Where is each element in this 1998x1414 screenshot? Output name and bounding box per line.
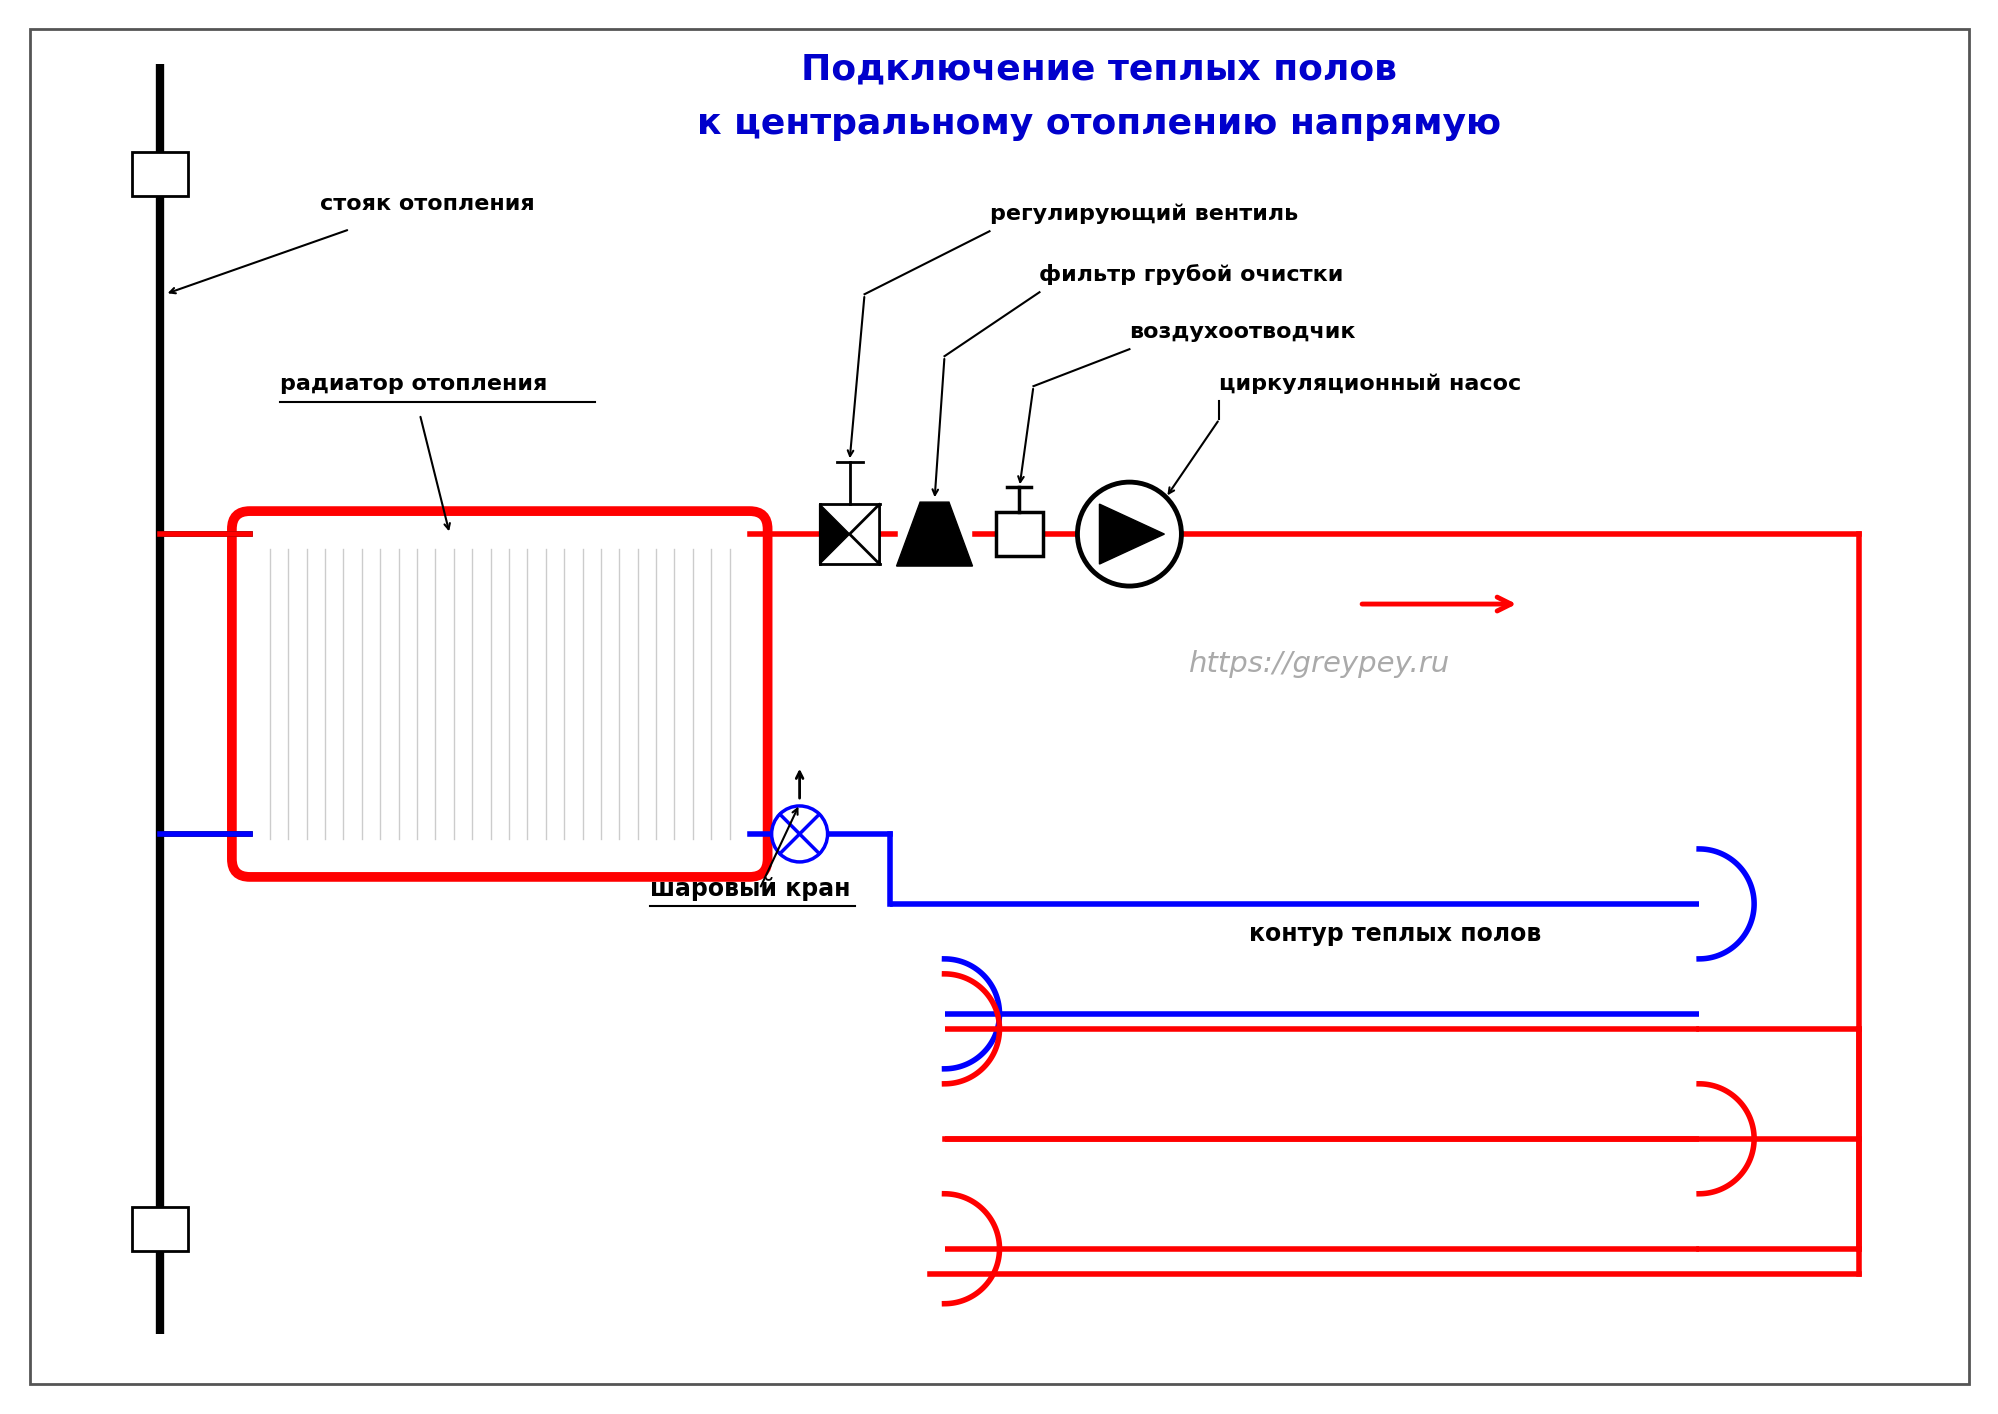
Polygon shape (819, 505, 849, 564)
Circle shape (1077, 482, 1181, 585)
Text: фильтр грубой очистки: фильтр грубой очистки (1039, 264, 1343, 284)
FancyBboxPatch shape (132, 1206, 188, 1251)
Text: радиатор отопления: радиатор отопления (280, 375, 547, 395)
Text: к центральному отоплению напрямую: к центральному отоплению напрямую (697, 107, 1500, 141)
Text: воздухоотводчик: воздухоотводчик (1129, 322, 1355, 342)
Polygon shape (849, 505, 879, 564)
Text: циркуляционный насос: циркуляционный насос (1219, 373, 1520, 395)
FancyBboxPatch shape (995, 512, 1043, 556)
Text: https://greypey.ru: https://greypey.ru (1189, 650, 1449, 679)
Circle shape (771, 806, 827, 863)
Text: регулирующий вентиль: регулирующий вентиль (989, 204, 1297, 225)
Text: контур теплых полов: контур теплых полов (1249, 922, 1540, 946)
Text: Подключение теплых полов: Подключение теплых полов (801, 52, 1397, 86)
FancyBboxPatch shape (132, 153, 188, 197)
Text: стояк отопления: стояк отопления (320, 194, 533, 215)
Text: шаровый кран: шаровый кран (649, 877, 849, 901)
FancyBboxPatch shape (232, 510, 767, 877)
Polygon shape (1099, 505, 1163, 564)
Polygon shape (895, 502, 973, 566)
